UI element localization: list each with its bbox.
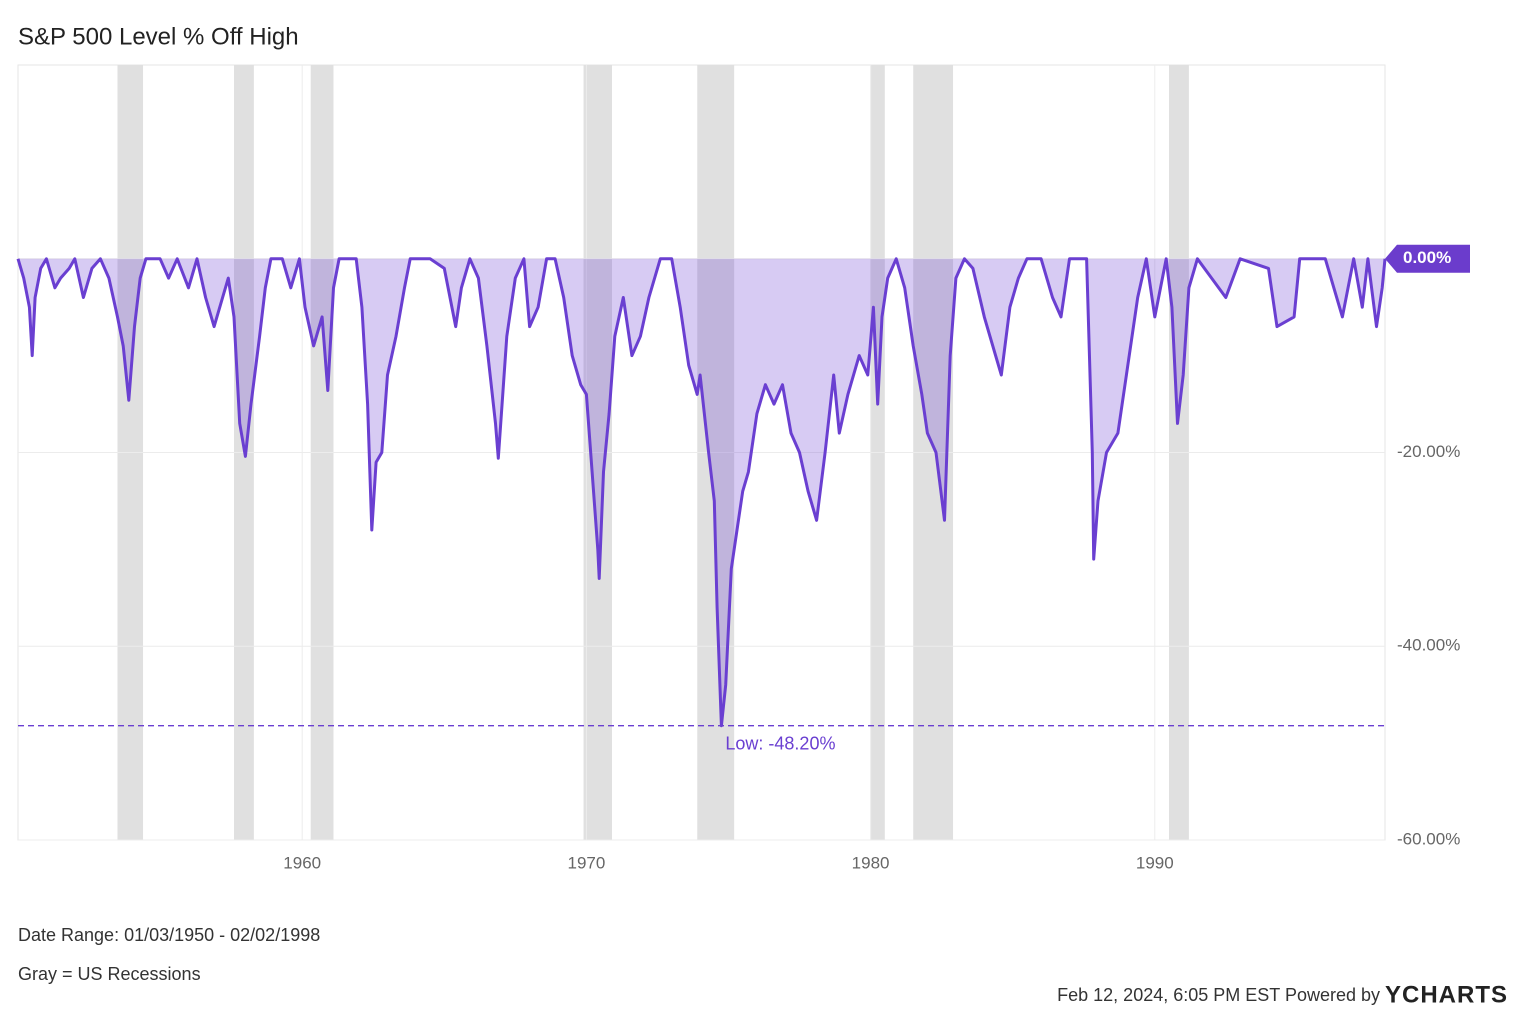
x-tick-label: 1980 [852,853,890,872]
last-value-label: 0.00% [1403,248,1451,267]
chart-title: S&P 500 Level % Off High [18,23,299,50]
area [18,258,1385,726]
recession-note: Gray = US Recessions [18,964,201,984]
y-tick-label: -20.00% [1397,442,1460,461]
timestamp: Feb 12, 2024, 6:05 PM EST Powered by [1057,985,1380,1005]
y-tick-label: -60.00% [1397,829,1460,848]
x-tick-label: 1970 [567,853,605,872]
y-tick-label: -40.00% [1397,636,1460,655]
brand-logo: YCHARTS [1385,981,1508,1008]
date-range: Date Range: 01/03/1950 - 02/02/1998 [18,925,320,945]
x-tick-label: 1990 [1136,853,1174,872]
x-tick-label: 1960 [283,853,321,872]
line [16,257,1387,728]
low-label: Low: -48.20% [725,733,835,753]
last-value-badge [1385,244,1470,273]
